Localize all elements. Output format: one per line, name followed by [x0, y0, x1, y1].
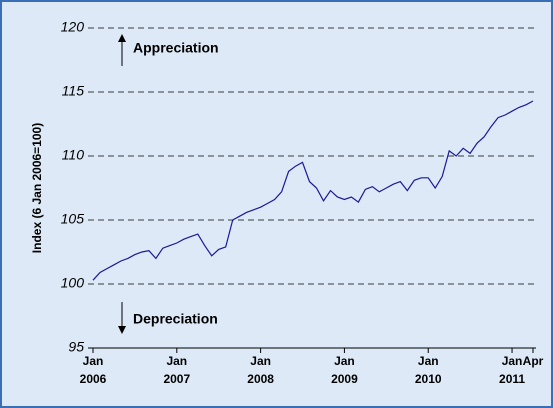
arrowhead: [118, 34, 126, 42]
x-tick-label: Jan 2011: [499, 354, 525, 386]
y-tick-label: 115: [62, 83, 85, 99]
x-tick-label: Apr: [523, 354, 544, 368]
series-line: [92, 100, 534, 281]
x-tick-label: Jan 2009: [331, 354, 358, 386]
x-tick-label: Jan 2007: [163, 354, 190, 386]
x-tick-label: Jan 2008: [247, 354, 274, 386]
y-tick-label: 100: [61, 275, 85, 291]
y-tick-label: 105: [61, 211, 85, 227]
y-tick-label: 95: [68, 339, 84, 355]
arrowhead: [118, 326, 126, 334]
y-axis-label: Index (6 Jan 2006=100): [30, 123, 44, 253]
annotation: Depreciation: [133, 311, 218, 327]
x-tick-label: Jan 2006: [80, 354, 107, 386]
y-tick-label: 120: [61, 19, 85, 35]
x-tick-label: Jan 2010: [415, 354, 442, 386]
y-tick-label: 110: [62, 147, 85, 163]
annotation: Appreciation: [133, 40, 219, 56]
